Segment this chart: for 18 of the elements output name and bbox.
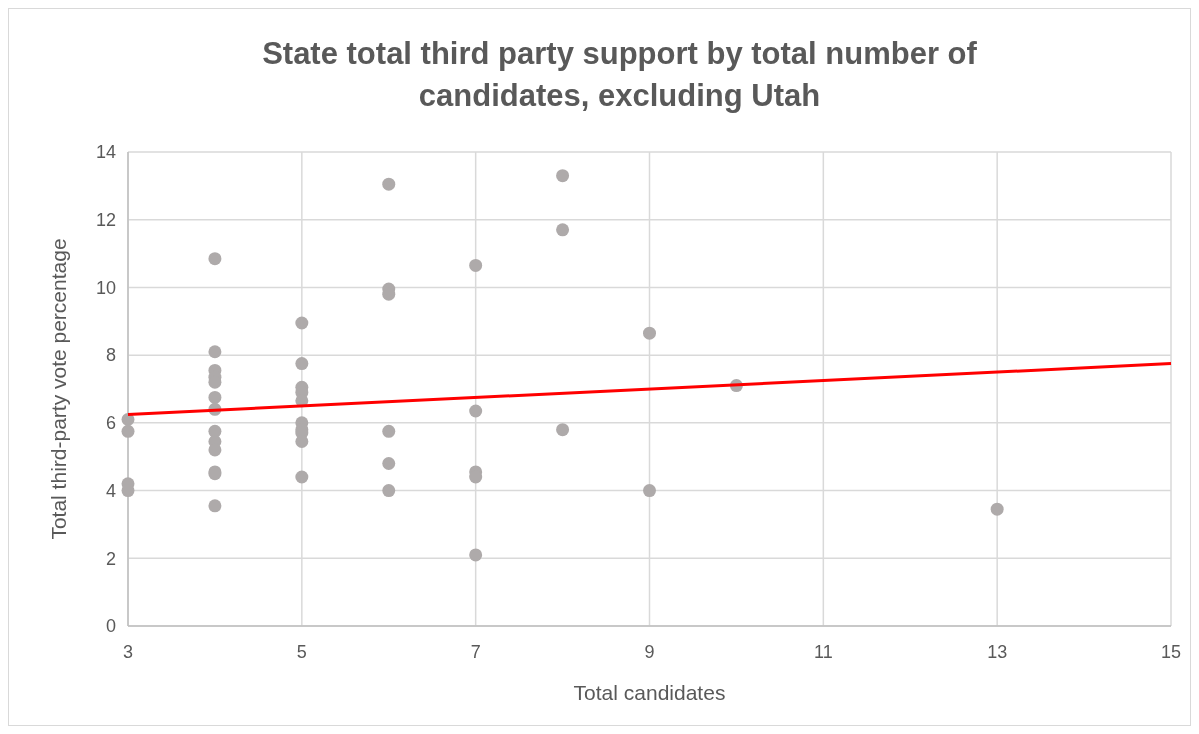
y-tick-label: 6 — [105, 413, 116, 434]
y-tick-label: 2 — [105, 548, 116, 569]
x-tick-label: 5 — [296, 642, 307, 662]
chart-title: State total third party support by total number of candidates, excluding Utah — [262, 36, 978, 113]
x-tick-label: 9 — [644, 642, 655, 662]
y-axis-title: Total third-party vote percentage — [47, 238, 70, 540]
x-tick-label: 7 — [470, 642, 481, 662]
y-tick-label: 12 — [95, 210, 116, 231]
x-axis-title: Total candidates — [573, 681, 726, 704]
x-tick-label: 15 — [1160, 642, 1182, 662]
y-tick-label: 0 — [105, 616, 116, 637]
x-tick-label: 3 — [122, 642, 134, 662]
y-tick-label: 10 — [95, 277, 116, 298]
x-tick-label: 13 — [987, 642, 1008, 662]
x-tick-label: 11 — [813, 642, 833, 662]
y-tick-label: 14 — [95, 142, 116, 163]
y-tick-label: 4 — [105, 480, 116, 501]
y-tick-label: 8 — [105, 345, 116, 366]
